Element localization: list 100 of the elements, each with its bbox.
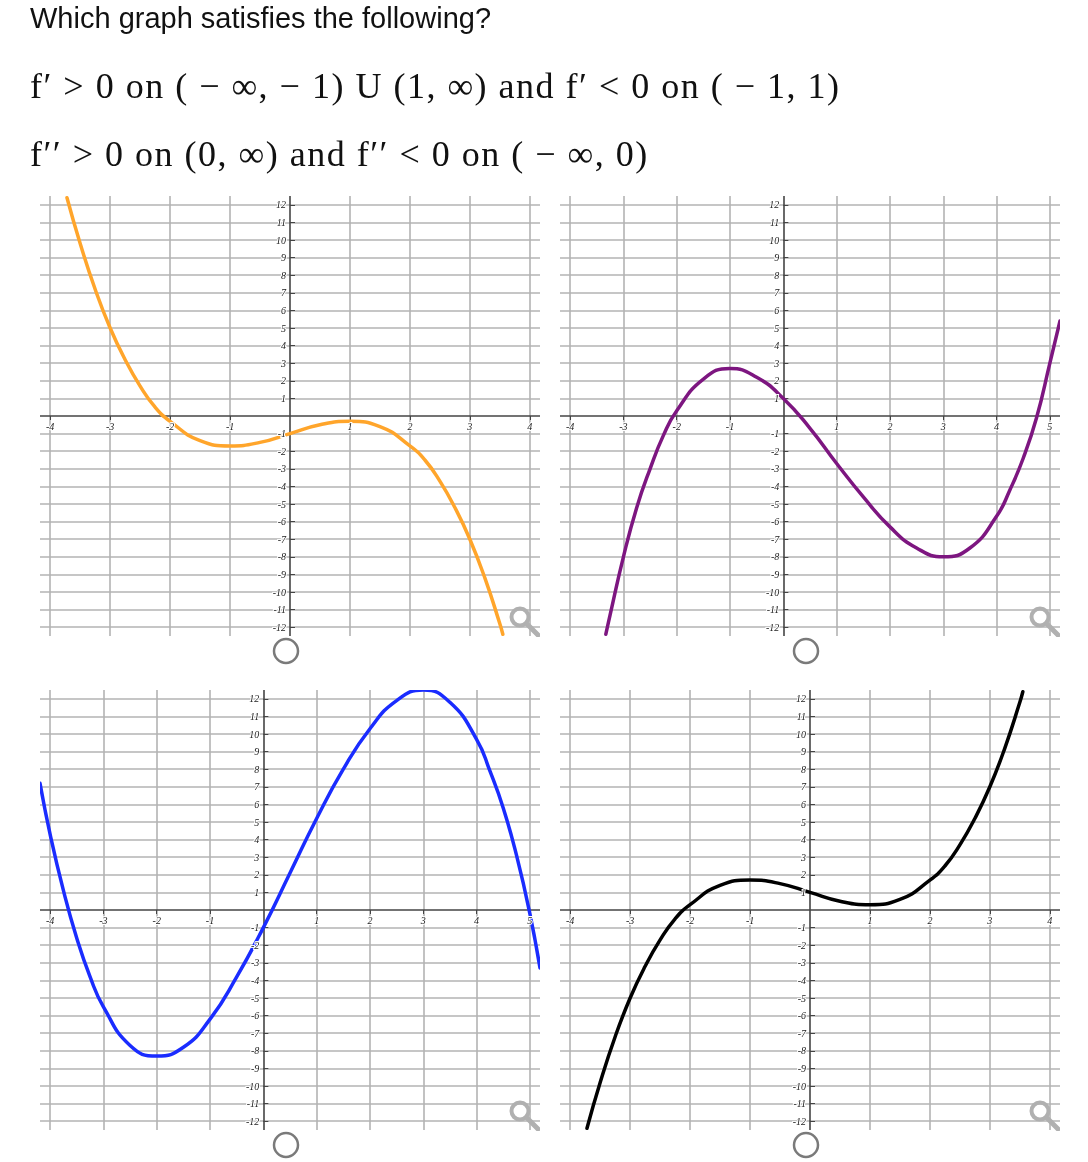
x-tick-label: -2 <box>672 420 681 432</box>
y-tick-label: -12 <box>272 621 286 633</box>
y-tick-label: 4 <box>254 834 260 846</box>
y-tick-label: 2 <box>254 869 260 881</box>
x-tick-label: 3 <box>986 914 993 926</box>
x-tick-label: -3 <box>619 420 628 432</box>
y-tick-label: 9 <box>281 252 286 264</box>
y-tick-label: -7 <box>277 533 287 545</box>
y-tick-label: 7 <box>774 287 781 299</box>
y-tick-label: -12 <box>766 621 780 633</box>
y-tick-label: -1 <box>797 922 806 934</box>
line-series <box>65 196 505 636</box>
x-tick-label: 3 <box>939 420 946 432</box>
y-tick-label: 10 <box>769 234 780 246</box>
y-tick-label: -4 <box>797 974 806 986</box>
y-tick-label: -9 <box>251 1062 260 1074</box>
y-tick-label: 10 <box>276 234 286 246</box>
y-tick-label: -2 <box>771 445 780 457</box>
y-tick-label: -10 <box>792 1080 806 1092</box>
x-tick-label: -4 <box>45 914 55 926</box>
y-tick-label: 11 <box>796 710 806 722</box>
y-tick-label: -5 <box>251 992 260 1004</box>
y-tick-label: 5 <box>281 322 286 334</box>
text: f′ > 0 on ( − ∞, − 1) U (1, ∞) and f′ < 0 on ( − 1, 1) <box>30 65 841 108</box>
y-tick-label: -8 <box>797 1045 806 1057</box>
y-tick-label: 9 <box>774 252 780 264</box>
y-tick-label: 3 <box>253 851 260 863</box>
x-tick-label: -2 <box>165 420 175 432</box>
y-tick-label: -10 <box>766 586 780 598</box>
y-tick-label: 7 <box>254 781 261 793</box>
y-tick-label: 8 <box>281 269 286 281</box>
y-tick-label: 12 <box>796 693 806 705</box>
y-tick-label: -7 <box>797 1027 807 1039</box>
y-tick-label: 1 <box>281 392 286 404</box>
x-tick-label: -1 <box>725 420 735 432</box>
y-tick-label: -4 <box>251 974 260 986</box>
y-tick-label: 6 <box>801 798 806 810</box>
y-tick-label: 11 <box>770 216 780 228</box>
y-tick-label: 3 <box>280 357 286 369</box>
y-tick-label: -11 <box>766 604 780 616</box>
y-tick-label: -2 <box>277 445 286 457</box>
y-tick-label: 8 <box>774 269 780 281</box>
y-tick-label: -5 <box>797 992 806 1004</box>
y-tick-label: -8 <box>251 1045 260 1057</box>
y-tick-label: -2 <box>251 939 260 951</box>
y-tick-label: -2 <box>797 939 806 951</box>
x-tick-label: -2 <box>685 914 695 926</box>
y-tick-label: -5 <box>771 498 780 510</box>
x-tick-label: -4 <box>566 914 575 926</box>
y-tick-label: 12 <box>249 693 260 705</box>
y-tick-label: -1 <box>771 428 780 440</box>
x-tick-label: 2 <box>927 914 933 926</box>
x-tick-label: 1 <box>834 420 840 432</box>
x-tick-label: 1 <box>314 914 320 926</box>
y-tick-label: -5 <box>277 498 286 510</box>
x-tick-label: 2 <box>367 914 373 926</box>
y-tick-label: -9 <box>771 568 780 580</box>
x-tick-label: -1 <box>745 914 755 926</box>
y-tick-label: -6 <box>251 1010 260 1022</box>
y-tick-label: -11 <box>273 604 286 616</box>
y-tick-label: -4 <box>771 480 780 492</box>
y-tick-label: 11 <box>250 710 260 722</box>
line-series <box>604 319 1060 636</box>
y-tick-label: -3 <box>771 463 780 475</box>
y-tick-label: 9 <box>254 746 260 758</box>
y-tick-label: -6 <box>277 516 286 528</box>
x-tick-label: -1 <box>205 914 215 926</box>
y-tick-label: -11 <box>246 1098 260 1110</box>
y-tick-label: -3 <box>251 957 260 969</box>
y-tick-label: 8 <box>254 763 260 775</box>
x-tick-label: -3 <box>105 420 115 432</box>
x-tick-label: 4 <box>474 914 480 926</box>
x-tick-label: 5 <box>1047 420 1053 432</box>
x-tick-label: -1 <box>225 420 235 432</box>
y-tick-label: -3 <box>797 957 806 969</box>
x-tick-label: 1 <box>347 420 353 432</box>
y-tick-label: -10 <box>272 586 286 598</box>
x-tick-label: 4 <box>994 420 1000 432</box>
y-tick-label: 8 <box>801 763 806 775</box>
y-tick-label: 1 <box>254 886 260 898</box>
line-series <box>585 690 1025 1130</box>
text: f′′ > 0 on (0, ∞) and f′′ < 0 on ( − ∞, 0) <box>30 133 649 176</box>
x-tick-label: -4 <box>565 420 575 432</box>
y-tick-label: -3 <box>277 463 286 475</box>
y-tick-label: 11 <box>276 216 286 228</box>
x-tick-label: -4 <box>46 420 55 432</box>
y-tick-label: 7 <box>281 287 287 299</box>
y-tick-label: -7 <box>251 1027 261 1039</box>
y-tick-label: -6 <box>797 1010 806 1022</box>
x-tick-label: 2 <box>407 420 413 432</box>
y-tick-label: 3 <box>800 851 806 863</box>
y-tick-label: 1 <box>801 886 806 898</box>
y-tick-label: 5 <box>801 816 806 828</box>
x-tick-label: -3 <box>625 914 635 926</box>
y-tick-label: -4 <box>277 480 286 492</box>
y-tick-label: -1 <box>251 922 260 934</box>
y-tick-label: 4 <box>801 834 806 846</box>
x-tick-label: 5 <box>527 914 533 926</box>
y-tick-label: 10 <box>796 728 806 740</box>
y-tick-label: 12 <box>769 199 780 211</box>
